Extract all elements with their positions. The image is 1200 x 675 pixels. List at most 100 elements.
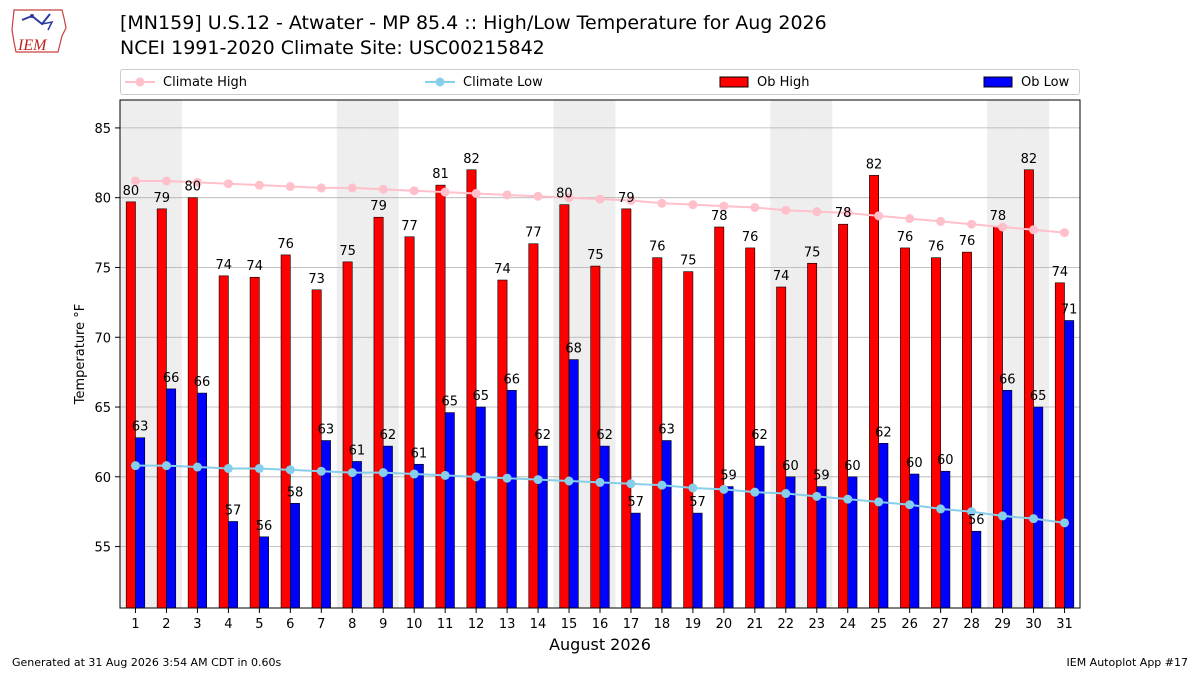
x-tick-label: 22 [778, 617, 795, 632]
ob-low-bar [754, 445, 765, 609]
climate-low-point [316, 466, 326, 476]
ob-low-label: 63 [318, 423, 335, 438]
ob-high-label: 78 [711, 209, 728, 224]
ob-high-label: 74 [494, 262, 511, 277]
x-tick-label: 9 [379, 617, 387, 632]
ob-high-bar [714, 226, 725, 609]
climate-low-point [471, 472, 481, 482]
climate-high-point [595, 194, 605, 204]
ob-low-bar [413, 463, 424, 609]
ob-low-label: 60 [844, 459, 861, 474]
ob-low-bar [320, 440, 331, 609]
ob-high-bar [373, 216, 384, 609]
ob-low-bar [197, 392, 208, 609]
ob-low-label: 58 [287, 485, 304, 500]
ob-high-bar [156, 208, 167, 609]
climate-high-point [626, 195, 636, 205]
x-tick-label: 5 [255, 617, 263, 632]
ob-low-bar [1002, 389, 1013, 609]
climate-low-point [843, 494, 853, 504]
x-tick-label: 24 [839, 617, 856, 632]
climate-high-point [657, 198, 667, 208]
x-tick-label: 14 [530, 617, 547, 632]
ob-high-label: 75 [339, 244, 356, 259]
x-tick-label: 3 [193, 617, 201, 632]
climate-high-point [967, 219, 977, 229]
ob-low-swatch-icon [983, 76, 1013, 88]
ob-low-bar [228, 521, 238, 609]
ob-low-label: 60 [782, 459, 799, 474]
ob-high-bar [559, 204, 570, 609]
ob-high-label: 79 [154, 191, 171, 206]
ob-high-label: 76 [649, 240, 666, 255]
ob-low-label: 57 [627, 495, 644, 510]
ob-high-label: 74 [1052, 265, 1069, 280]
chart-title: [MN159] U.S.12 - Atwater - MP 85.4 :: Hi… [120, 12, 827, 34]
ob-low-label: 66 [999, 372, 1016, 387]
ob-low-bar [444, 412, 455, 609]
climate-low-point [502, 473, 512, 483]
ob-low-bar [971, 530, 982, 609]
x-tick-label: 13 [499, 617, 516, 632]
ob-low-label: 62 [596, 428, 613, 443]
ob-low-label: 60 [937, 453, 954, 468]
y-axis-label: Temperature °F [73, 304, 88, 405]
x-tick-label: 29 [994, 617, 1011, 632]
x-tick-label: 19 [685, 617, 702, 632]
legend: Climate High Climate Low Ob High Ob Low [120, 69, 1080, 95]
ob-high-bar [992, 226, 1003, 609]
logo-text: IEM [17, 37, 48, 54]
climate-low-point [192, 462, 202, 472]
climate-low-point [130, 461, 140, 471]
climate-high-point [1029, 225, 1039, 235]
ob-high-bar [931, 257, 941, 609]
ob-high-bar [218, 275, 229, 609]
ob-high-label: 78 [990, 209, 1007, 224]
x-tick-label: 6 [286, 617, 294, 632]
ob-low-bar [909, 473, 920, 609]
ob-high-label: 74 [215, 258, 232, 273]
ob-high-label: 77 [401, 219, 418, 234]
ob-low-label: 59 [720, 469, 737, 484]
legend-label-ob-high: Ob High [757, 74, 810, 90]
climate-low-point [874, 497, 884, 507]
climate-high-point [471, 189, 481, 199]
ob-high-label: 76 [897, 230, 914, 245]
ob-high-bar [280, 254, 291, 609]
y-tick-label: 65 [94, 401, 111, 416]
ob-low-bar [661, 440, 672, 609]
climate-low-point [595, 477, 605, 487]
climate-low-point [285, 465, 295, 475]
ob-low-label: 66 [503, 372, 520, 387]
ob-low-bar [290, 503, 300, 609]
ob-low-label: 61 [411, 446, 428, 461]
ob-high-label: 80 [556, 187, 573, 202]
climate-low-point [936, 504, 946, 514]
ob-high-label: 77 [525, 226, 542, 241]
ob-high-label: 76 [959, 234, 976, 249]
x-tick-label: 26 [901, 617, 918, 632]
ob-high-bar [249, 276, 260, 609]
ob-high-bar [962, 251, 972, 609]
climate-high-point [564, 193, 574, 203]
legend-item-ob-low: Ob Low [983, 70, 1069, 94]
climate-high-point [316, 183, 326, 193]
generated-note: Generated at 31 Aug 2026 3:54 AM CDT in … [12, 656, 282, 669]
ob-low-label: 63 [658, 423, 675, 438]
climate-high-point [378, 184, 388, 194]
ob-high-label: 82 [1021, 152, 1038, 167]
ob-high-bar [683, 271, 694, 609]
climate-low-point [161, 461, 171, 471]
x-tick-label: 20 [716, 617, 733, 632]
x-tick-label: 1 [131, 617, 139, 632]
ob-low-bar [475, 406, 486, 609]
ob-low-label: 65 [1030, 389, 1047, 404]
x-axis-label: August 2026 [549, 635, 651, 654]
climate-low-point [254, 463, 264, 473]
climate-low-point [626, 479, 636, 489]
climate-low-point [440, 470, 450, 480]
x-tick-label: 17 [623, 617, 640, 632]
ob-high-bar [311, 289, 322, 609]
climate-high-point [1060, 228, 1070, 238]
